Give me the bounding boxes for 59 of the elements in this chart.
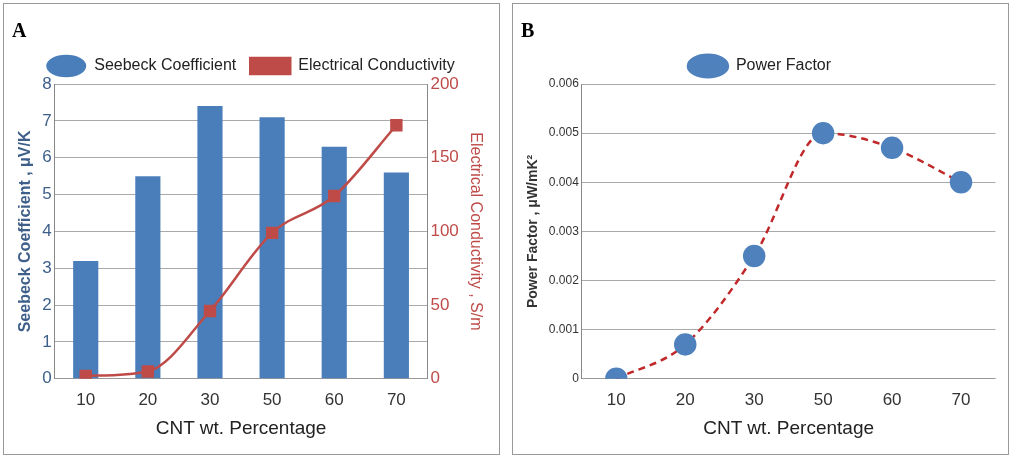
y2-axis-title: Electrical Conductivity , S/m <box>467 132 485 331</box>
x-tick-label: 10 <box>606 389 626 409</box>
x-tick-label: 70 <box>951 389 971 409</box>
y-tick-label: 3 <box>42 257 52 277</box>
x-tick-label: 10 <box>76 389 96 409</box>
bar <box>135 176 161 379</box>
x-tick-label: 30 <box>200 389 220 409</box>
y-tick-label: 0.004 <box>548 174 580 189</box>
x-axis-title: CNT wt. Percentage <box>703 416 875 438</box>
y-tick-label: 0.005 <box>548 125 580 140</box>
x-tick-label: 20 <box>675 389 695 409</box>
point <box>742 244 766 268</box>
point <box>390 119 403 132</box>
point <box>880 136 904 160</box>
chart-title: B <box>521 19 535 42</box>
y-tick-label: 0.002 <box>548 272 580 287</box>
x-tick-label: 50 <box>262 389 282 409</box>
y-tick-label: 4 <box>42 221 52 241</box>
x-tick-label: 60 <box>324 389 344 409</box>
y2-tick-label: 200 <box>430 73 459 93</box>
y-tick-label: 0.006 <box>548 76 580 91</box>
x-tick-label: 70 <box>386 389 406 409</box>
y-tick-label: 0.001 <box>548 321 580 336</box>
y-axis-title: Power Factor , μW/mK² <box>524 154 541 309</box>
y-tick-label: 0.003 <box>548 223 580 238</box>
x-axis-title: CNT wt. Percentage <box>155 416 327 438</box>
chart-title: A <box>12 19 27 42</box>
y2-tick-label: 50 <box>430 294 450 314</box>
point <box>265 226 279 240</box>
bar <box>321 146 347 379</box>
y-tick-label: 8 <box>42 73 52 93</box>
point <box>674 333 697 356</box>
y2-tick-label: 0 <box>430 368 440 388</box>
legend-label: Power Factor <box>735 56 832 74</box>
y-tick-label: 7 <box>42 110 52 130</box>
x-tick-label: 60 <box>882 389 902 409</box>
x-tick-label: 30 <box>744 389 764 409</box>
point <box>811 121 835 145</box>
y-tick-label: 0 <box>572 371 580 386</box>
y-axis-title: Seebeck Coefficient , μV/K <box>16 130 34 333</box>
point <box>328 189 341 203</box>
bar <box>383 172 409 379</box>
x-tick-label: 50 <box>813 389 833 409</box>
legend-label: Electrical Conductivity <box>298 56 455 74</box>
bar <box>73 260 99 379</box>
point <box>141 365 155 378</box>
y-tick-label: 0 <box>42 368 52 388</box>
y-tick-label: 1 <box>42 331 52 351</box>
y-tick-label: 6 <box>42 147 52 167</box>
legend-label: Seebeck Coefficient <box>94 56 237 74</box>
point <box>203 304 217 318</box>
bar <box>259 117 285 379</box>
y-tick-label: 2 <box>42 294 52 314</box>
x-tick-label: 20 <box>138 389 158 409</box>
y-tick-label: 5 <box>42 184 52 204</box>
point <box>949 171 973 194</box>
y2-tick-label: 100 <box>430 221 459 241</box>
y2-tick-label: 150 <box>430 147 459 167</box>
bar <box>197 106 223 379</box>
